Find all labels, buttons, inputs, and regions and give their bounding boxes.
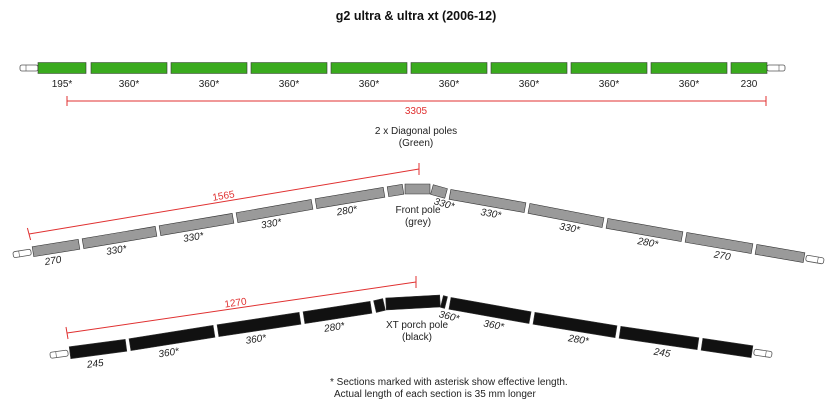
front-section-label: 280* bbox=[335, 204, 359, 219]
front-right-tip-icon bbox=[805, 254, 825, 265]
front-section-label: 330* bbox=[182, 230, 205, 244]
front-section bbox=[605, 218, 684, 242]
front-caption-line1: Front pole bbox=[395, 205, 440, 216]
green-section bbox=[490, 62, 568, 74]
porch-section bbox=[532, 312, 618, 338]
green-section-label: 230 bbox=[741, 79, 758, 90]
front-section bbox=[31, 239, 81, 257]
front-section bbox=[314, 187, 386, 209]
green-section bbox=[37, 62, 87, 74]
green-caption-line1: 2 x Diagonal poles bbox=[375, 126, 457, 137]
green-section bbox=[410, 62, 488, 74]
porch-section-label: 360* bbox=[438, 309, 462, 325]
porch-section-label: 245 bbox=[85, 358, 104, 371]
porch-section bbox=[618, 326, 700, 350]
front-section-label: 270 bbox=[712, 249, 732, 263]
green-section-label: 360* bbox=[119, 79, 140, 90]
porch-section-label: 245 bbox=[652, 347, 672, 361]
green-section-label: 360* bbox=[519, 79, 540, 90]
front-section-label: 330* bbox=[260, 217, 283, 232]
green-section-label: 360* bbox=[199, 79, 220, 90]
front-caption-line2: (grey) bbox=[405, 217, 431, 228]
green-section-label: 360* bbox=[279, 79, 300, 90]
green-section bbox=[90, 62, 168, 74]
porch-section bbox=[700, 338, 754, 358]
diagram-title: g2 ultra & ultra xt (2006-12) bbox=[336, 9, 496, 23]
porch-section bbox=[216, 312, 302, 337]
front-half-dimension: 1565 bbox=[26, 163, 420, 241]
front-section-label: 330* bbox=[480, 207, 503, 222]
green-section bbox=[650, 62, 728, 74]
porch-left-tip-icon bbox=[49, 349, 69, 359]
porch-section-label: 280* bbox=[566, 333, 590, 348]
front-section bbox=[430, 184, 448, 199]
front-section bbox=[158, 213, 235, 236]
porch-section-label: 280* bbox=[322, 321, 346, 335]
porch-section bbox=[68, 338, 128, 360]
front-section bbox=[81, 226, 158, 249]
green-caption-line2: (Green) bbox=[399, 138, 433, 149]
front-section bbox=[448, 189, 527, 213]
green-diagonal-pole: 195* 360* 360* 360* 360* 360* 360* 360* 360* 230 bbox=[19, 62, 786, 90]
green-section-label: 360* bbox=[679, 79, 700, 90]
porch-section bbox=[302, 301, 373, 324]
porch-section bbox=[373, 298, 386, 313]
green-section-label: 195* bbox=[52, 79, 73, 90]
green-section bbox=[730, 62, 768, 74]
porch-right-tip-icon bbox=[753, 348, 773, 358]
front-section bbox=[684, 232, 754, 254]
green-section-label: 360* bbox=[599, 79, 620, 90]
front-section bbox=[527, 203, 605, 228]
porch-half-length-label: 1270 bbox=[224, 296, 248, 310]
front-peak-section bbox=[404, 183, 431, 195]
green-total-dimension: 3305 bbox=[66, 96, 767, 117]
front-section bbox=[235, 199, 314, 223]
green-section-label: 360* bbox=[439, 79, 460, 90]
footnote-line2: Actual length of each section is 35 mm l… bbox=[334, 389, 536, 400]
front-section-label: 330* bbox=[558, 221, 581, 236]
green-right-tip-icon bbox=[766, 64, 786, 72]
footnote-line1: * Sections marked with asterisk show eff… bbox=[330, 377, 568, 388]
front-section-label: 280* bbox=[636, 236, 660, 251]
front-section-label: 330* bbox=[105, 243, 128, 257]
green-total-label: 3305 bbox=[405, 106, 428, 117]
front-half-length-label: 1565 bbox=[212, 189, 236, 204]
front-section bbox=[386, 184, 405, 197]
porch-section-label: 360* bbox=[245, 333, 268, 347]
porch-section-label: 360* bbox=[158, 346, 181, 360]
green-section bbox=[330, 62, 408, 74]
porch-peak-section bbox=[385, 294, 441, 311]
green-section bbox=[170, 62, 248, 74]
xt-porch-pole-black: 245 360* 360* 280* 360* 360* 280* 245 bbox=[49, 294, 773, 371]
green-section-label: 360* bbox=[359, 79, 380, 90]
porch-caption-line1: XT porch pole bbox=[386, 320, 449, 331]
green-section bbox=[250, 62, 328, 74]
porch-section bbox=[440, 295, 448, 309]
green-left-tip-icon bbox=[19, 64, 39, 72]
front-section bbox=[754, 244, 806, 263]
porch-section bbox=[128, 325, 216, 351]
front-left-tip-icon bbox=[12, 248, 32, 258]
green-section bbox=[570, 62, 648, 74]
front-section-label: 270 bbox=[43, 255, 63, 269]
porch-section bbox=[448, 297, 532, 324]
porch-half-dimension: 1270 bbox=[65, 276, 417, 340]
porch-section-label: 360* bbox=[483, 319, 506, 334]
porch-caption-line2: (black) bbox=[402, 332, 432, 343]
